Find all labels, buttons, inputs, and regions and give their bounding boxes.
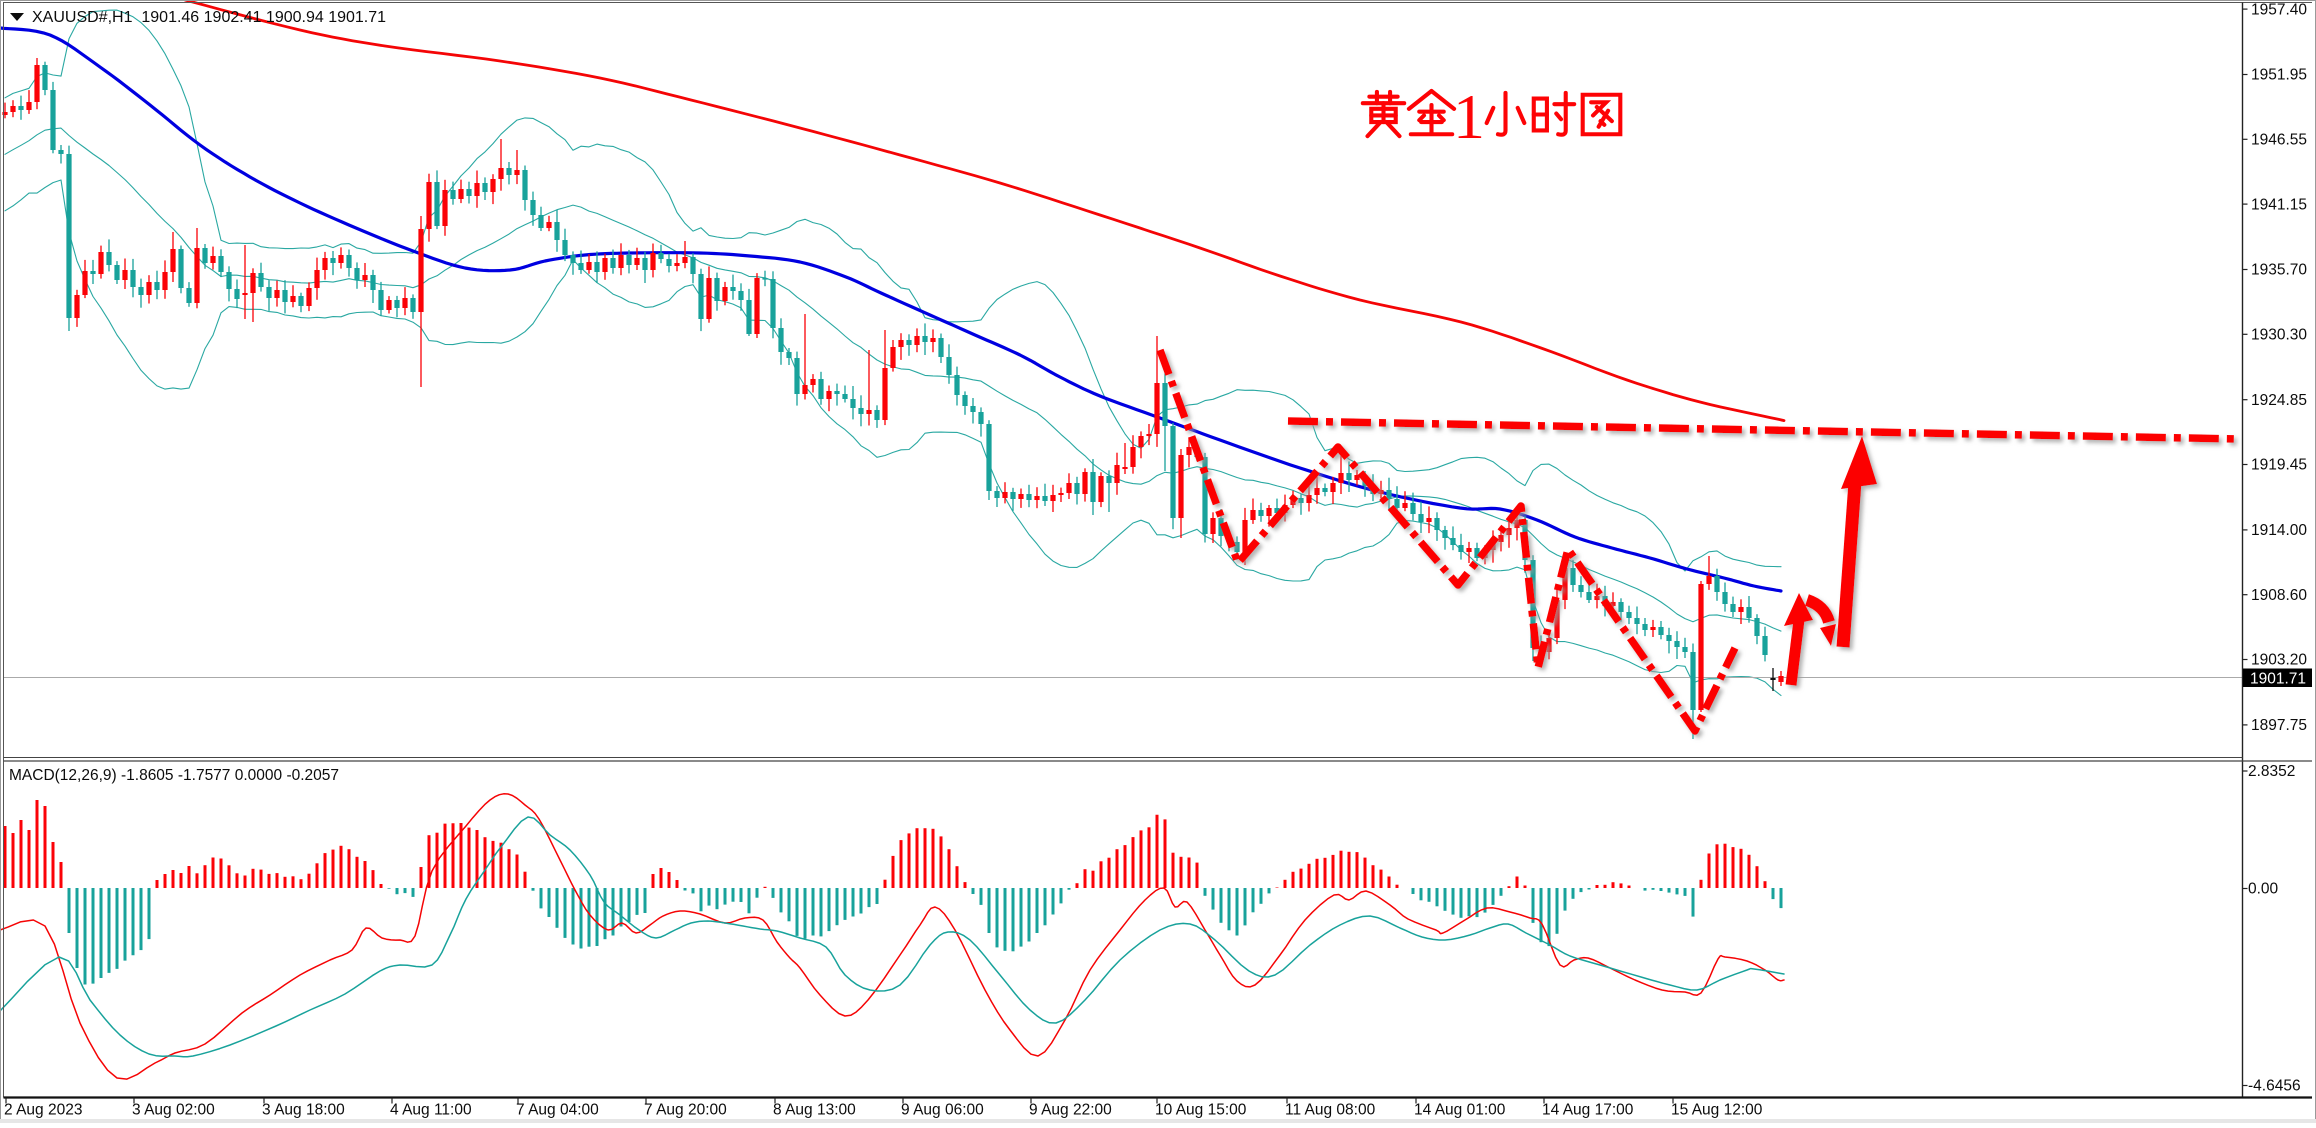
svg-text:9 Aug 06:00: 9 Aug 06:00 [901,1102,984,1119]
svg-text:1941.15: 1941.15 [2251,196,2307,213]
svg-text:1903.20: 1903.20 [2251,652,2307,669]
svg-text:7 Aug 04:00: 7 Aug 04:00 [516,1102,599,1119]
svg-text:1924.85: 1924.85 [2251,392,2307,409]
svg-text:11 Aug 08:00: 11 Aug 08:00 [1285,1102,1376,1119]
svg-text:1930.30: 1930.30 [2251,327,2307,344]
svg-text:1897.75: 1897.75 [2251,717,2307,734]
svg-text:3 Aug 18:00: 3 Aug 18:00 [262,1102,345,1119]
svg-text:1901.71: 1901.71 [2250,670,2306,687]
svg-text:15 Aug 12:00: 15 Aug 12:00 [1671,1102,1763,1119]
svg-text:0.00: 0.00 [2248,881,2279,898]
svg-text:1: 1 [1453,81,1485,152]
svg-text:1908.60: 1908.60 [2251,587,2307,604]
svg-text:1914.00: 1914.00 [2251,522,2307,539]
svg-text:14 Aug 01:00: 14 Aug 01:00 [1414,1102,1506,1119]
svg-text:9 Aug 22:00: 9 Aug 22:00 [1029,1102,1112,1119]
svg-text:4 Aug 11:00: 4 Aug 11:00 [390,1102,472,1119]
svg-text:7 Aug 20:00: 7 Aug 20:00 [644,1102,727,1119]
svg-text:XAUUSD#,H1 1901.46 1902.41 19: XAUUSD#,H1 1901.46 1902.41 1900.94 1901.… [32,9,386,26]
svg-text:1935.70: 1935.70 [2251,262,2307,279]
svg-text:2 Aug 2023: 2 Aug 2023 [4,1102,82,1119]
svg-text:2.8352: 2.8352 [2248,763,2295,780]
svg-text:1919.45: 1919.45 [2251,457,2307,474]
svg-text:-4.6456: -4.6456 [2248,1078,2301,1095]
svg-text:14 Aug 17:00: 14 Aug 17:00 [1542,1102,1634,1119]
svg-text:10 Aug 15:00: 10 Aug 15:00 [1155,1102,1247,1119]
svg-text:1951.95: 1951.95 [2251,67,2307,84]
svg-text:MACD(12,26,9) -1.8605 -1.7577: MACD(12,26,9) -1.8605 -1.7577 0.0000 -0.… [9,767,339,784]
svg-text:3 Aug 02:00: 3 Aug 02:00 [132,1102,215,1119]
svg-text:1946.55: 1946.55 [2251,132,2307,149]
svg-text:8 Aug 13:00: 8 Aug 13:00 [773,1102,856,1119]
svg-text:1957.40: 1957.40 [2251,1,2307,18]
